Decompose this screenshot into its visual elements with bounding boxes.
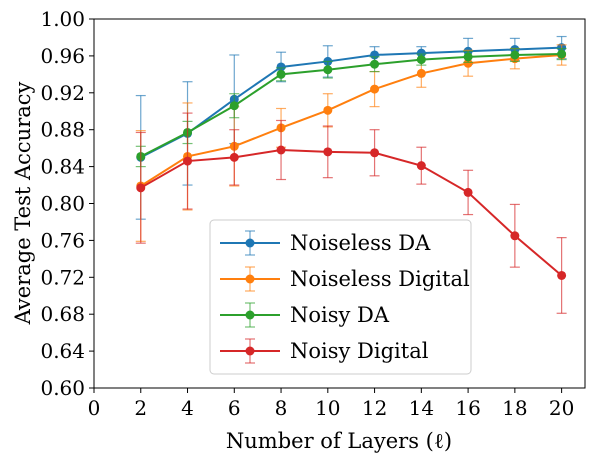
data-point [229,152,239,162]
series-1 [135,44,567,242]
series-3 [135,112,567,314]
data-point [229,101,239,111]
legend-item: Noisy Digital [220,338,429,364]
x-tick-label: 4 [181,396,194,420]
x-tick-label: 10 [315,396,340,420]
x-tick-label: 16 [455,396,480,420]
legend-label: Noiseless Digital [290,267,470,291]
legend-item: Noiseless Digital [220,266,470,292]
x-tick-label: 12 [362,396,387,420]
legend-marker [245,274,255,284]
x-tick-label: 18 [502,396,527,420]
legend-marker [245,238,255,248]
y-tick-label: 0.80 [40,192,85,216]
y-tick-label: 0.60 [40,376,85,400]
y-tick-label: 1.00 [40,7,85,31]
y-tick-label: 0.88 [40,118,85,142]
series-2 [135,47,567,168]
data-point [557,49,567,59]
legend-item: Noisy DA [220,302,390,328]
data-point [557,270,567,280]
y-tick-label: 0.96 [40,44,85,68]
series-line [140,53,562,187]
data-point [510,50,520,60]
series-line [140,148,563,277]
x-tick-label: 2 [134,396,147,420]
y-tick-label: 0.92 [40,81,85,105]
legend-item: Noiseless DA [220,230,431,256]
data-point [183,156,193,166]
legend-label: Noisy Digital [290,339,429,363]
legend-marker [245,346,255,356]
y-tick-label: 0.84 [40,155,85,179]
data-point [370,84,380,94]
data-point [463,187,473,197]
data-point [463,58,473,68]
data-point [136,183,146,193]
data-point [323,65,333,75]
data-point [416,161,426,171]
data-point [276,62,286,72]
series-line [140,46,562,159]
data-point [510,231,520,241]
data-point [416,55,426,65]
legend-label: Noisy DA [290,303,390,327]
data-point [416,48,426,58]
series-0 [135,35,567,220]
data-point [323,147,333,157]
legend-marker [245,310,255,320]
data-point [463,52,473,62]
x-axis-label: Number of Layers (ℓ) [226,429,452,453]
legend-label: Noiseless DA [290,231,431,255]
x-tick-label: 0 [88,396,101,420]
legend: Noiseless DA Noiseless Digital Noisy DA Noi… [209,219,472,375]
x-tick-label: 8 [275,396,288,420]
x-tick-label: 14 [409,396,434,420]
y-tick-label: 0.64 [40,339,85,363]
series-line [140,53,562,158]
data-point [276,69,286,79]
data-point [323,105,333,115]
y-tick-label: 0.68 [40,302,85,326]
y-axis-label: Average Test Accuracy [11,81,35,325]
y-tick-label: 0.72 [40,265,85,289]
x-tick-label: 20 [549,396,574,420]
data-point [370,59,380,69]
data-point [370,148,380,158]
x-tick-label: 6 [228,396,241,420]
data-point [416,68,426,78]
y-tick-label: 0.76 [40,228,85,252]
data-point [276,145,286,155]
legend-box [209,219,472,375]
